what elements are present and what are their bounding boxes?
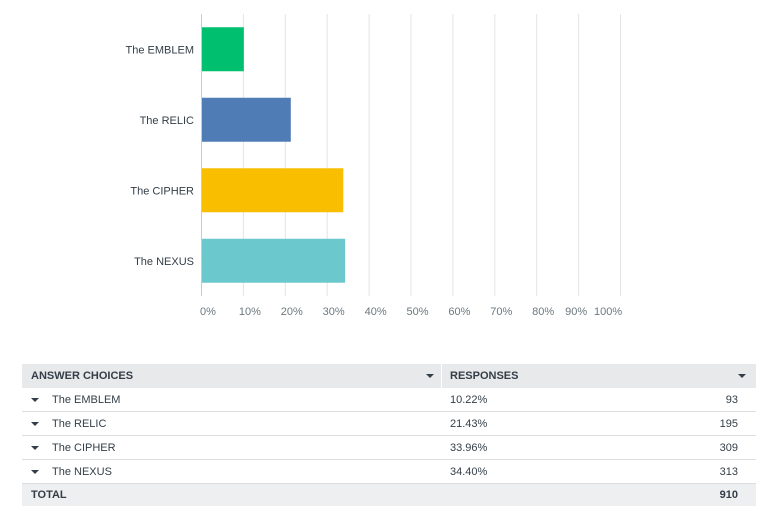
x-tick-label: 20% — [281, 306, 303, 318]
table-row: The RELIC 21.43% 195 — [22, 412, 756, 436]
bar-the-relic[interactable] — [202, 97, 291, 142]
category-label: The EMBLEM — [126, 44, 194, 56]
row-choice-label: The NEXUS — [52, 466, 112, 478]
responses-header[interactable]: RESPONSES — [450, 370, 519, 382]
category-label: The RELIC — [140, 115, 194, 127]
row-percent: 33.96% — [450, 442, 488, 454]
x-tick-label: 10% — [239, 306, 261, 318]
row-choice-label: The RELIC — [52, 418, 107, 430]
x-tick-label: 80% — [532, 306, 554, 318]
total-count: 910 — [719, 489, 738, 501]
table-header-row: ANSWER CHOICES RESPONSES — [22, 364, 756, 388]
x-tick-label: 0% — [200, 306, 216, 318]
row-expand-icon[interactable] — [31, 412, 41, 436]
table-row: The EMBLEM 10.22% 93 — [22, 388, 756, 412]
row-percent: 21.43% — [450, 418, 488, 430]
row-choice-label: The EMBLEM — [52, 394, 121, 406]
responses-table: ANSWER CHOICES RESPONSES The EMBLEM 10.2… — [22, 364, 756, 506]
table-row: The NEXUS 34.40% 313 — [22, 460, 756, 484]
row-count: 93 — [725, 394, 738, 406]
row-percent: 34.40% — [450, 466, 488, 478]
row-expand-icon[interactable] — [31, 388, 41, 412]
answer-choices-sort-icon[interactable] — [426, 364, 436, 388]
row-percent: 10.22% — [450, 394, 488, 406]
row-count: 309 — [719, 442, 738, 454]
row-count: 195 — [719, 418, 738, 430]
x-tick-label: 50% — [406, 306, 428, 318]
x-tick-label: 30% — [323, 306, 345, 318]
bar-the-nexus[interactable] — [202, 238, 346, 283]
x-tick-label: 100% — [594, 306, 622, 318]
table-row: The CIPHER 33.96% 309 — [22, 436, 756, 460]
bar-the-emblem[interactable] — [202, 27, 244, 72]
total-label: TOTAL — [31, 489, 67, 501]
row-expand-icon[interactable] — [31, 460, 41, 484]
header-divider — [441, 364, 442, 388]
x-tick-label: 90% — [565, 306, 587, 318]
category-label: The NEXUS — [134, 256, 194, 268]
table-total-row: TOTAL 910 — [22, 484, 756, 506]
x-tick-label: 60% — [448, 306, 470, 318]
bar-chart: The EMBLEM The RELIC The CIPHER The NEXUS 0%… — [126, 14, 622, 318]
x-tick-label: 40% — [365, 306, 387, 318]
bar-the-cipher[interactable] — [202, 168, 344, 213]
category-label: The CIPHER — [130, 185, 194, 197]
answer-choices-header[interactable]: ANSWER CHOICES — [31, 370, 134, 382]
responses-sort-icon[interactable] — [738, 364, 748, 388]
row-expand-icon[interactable] — [31, 436, 41, 460]
row-choice-label: The CIPHER — [52, 442, 116, 454]
x-tick-label: 70% — [490, 306, 512, 318]
row-count: 313 — [719, 466, 738, 478]
